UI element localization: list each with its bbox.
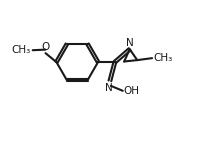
Text: CH₃: CH₃ [153, 53, 172, 63]
Text: N: N [105, 83, 113, 93]
Text: N: N [126, 38, 134, 48]
Text: CH₃: CH₃ [12, 45, 31, 55]
Text: OH: OH [124, 86, 140, 96]
Text: O: O [41, 42, 50, 52]
